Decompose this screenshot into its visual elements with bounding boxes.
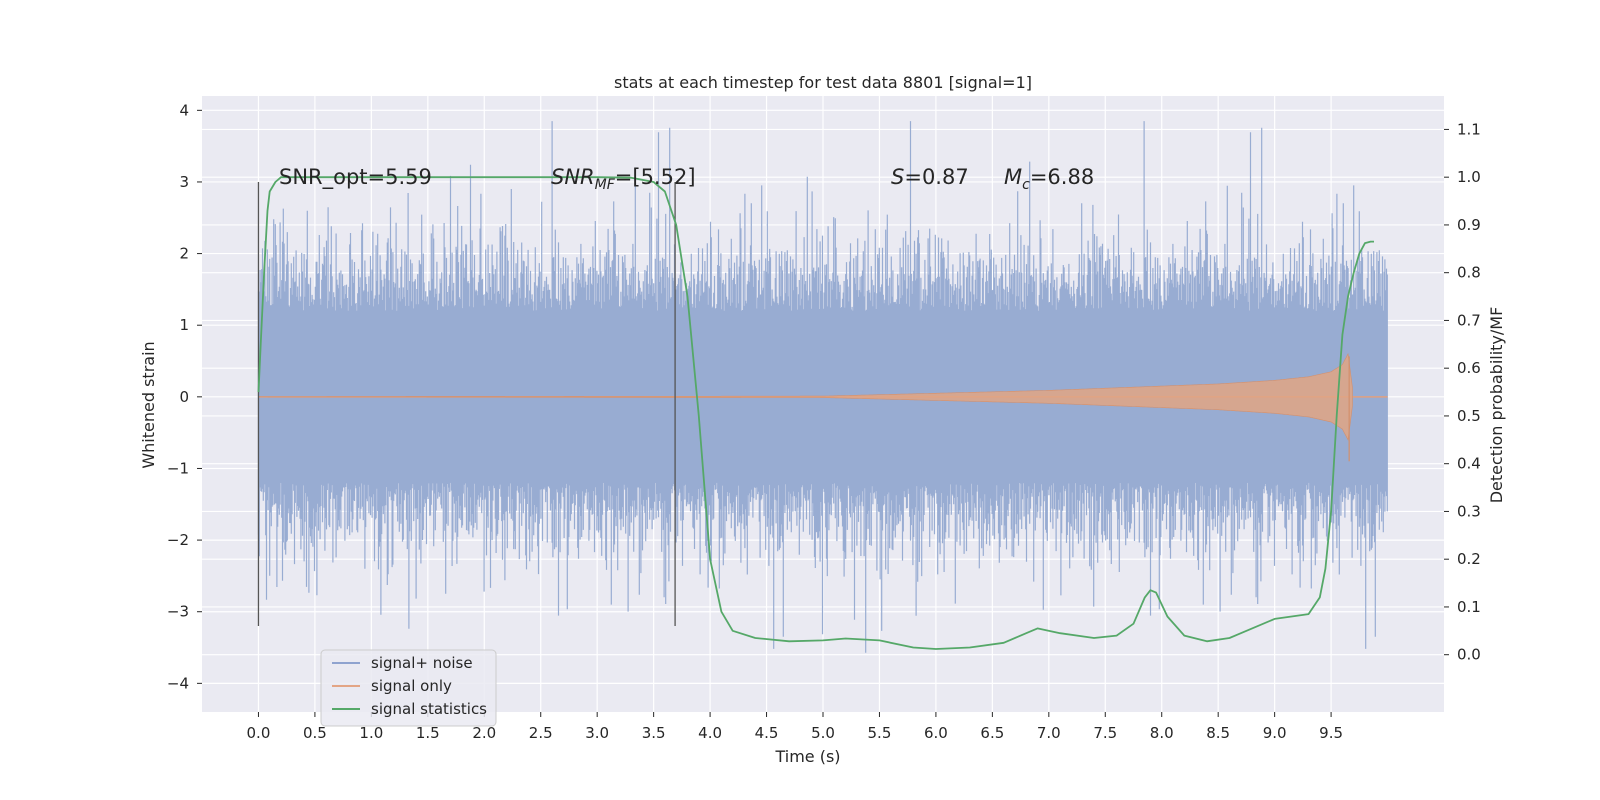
chart-title: stats at each timestep for test data 880… [614, 73, 1032, 92]
series-signal-only [258, 352, 1388, 462]
x-tick-label: 8.5 [1206, 724, 1230, 742]
x-tick-label: 4.0 [698, 724, 722, 742]
y-tick-label: −3 [167, 603, 189, 621]
signal-statistics-line [257, 176, 1374, 650]
x-tick-label: 6.5 [980, 724, 1004, 742]
y2-tick-label: 0.9 [1457, 216, 1481, 234]
x-tick-label: 5.0 [811, 724, 835, 742]
legend-label-signal-only: signal only [371, 677, 452, 695]
x-tick-label: 2.5 [529, 724, 553, 742]
x-axis-label: Time (s) [774, 747, 840, 766]
x-tick-label: 2.0 [472, 724, 496, 742]
annotation-s: S=0.87 [891, 165, 969, 189]
y2-tick-label: 0.1 [1457, 598, 1481, 616]
y2-tick-label: 0.6 [1457, 359, 1481, 377]
legend-label-signal-noise: signal+ noise [371, 654, 473, 672]
annotation-mc-subscript: c [1022, 177, 1030, 193]
x-axis-ticks: 0.0 0.5 1.0 1.5 2.0 2.5 3.0 3.5 4.0 4.5 5.0 5.5 6.0 6… [247, 712, 1343, 742]
annotation-snr-mf: SNRMF=[5.52] [551, 165, 696, 193]
y2-tick-label: 0.5 [1457, 407, 1481, 425]
annotation-mc-symbol: M [1004, 165, 1022, 189]
x-tick-label: 0.5 [303, 724, 327, 742]
y2-tick-label: 0.4 [1457, 455, 1481, 473]
x-tick-label: 9.0 [1263, 724, 1287, 742]
y2-axis-label: Detection probability/MF [1487, 307, 1506, 504]
y-tick-label: 1 [179, 316, 189, 334]
y-tick-label: −1 [167, 459, 189, 477]
x-tick-label: 3.5 [642, 724, 666, 742]
y2-tick-label: 1.0 [1457, 168, 1481, 186]
legend-box [320, 649, 497, 727]
y2-axis-ticks: 0.0 0.1 0.2 0.3 0.4 0.5 0.6 0.7 0.8 0.9 1.0 1.1 [1444, 120, 1481, 664]
y2-tick-label: 0.2 [1457, 550, 1481, 568]
x-tick-label: 1.0 [359, 724, 383, 742]
y2-tick-label: 0.0 [1457, 646, 1481, 664]
annotation-s-value: =0.87 [904, 165, 968, 189]
x-tick-label: 5.5 [868, 724, 892, 742]
annotation-s-symbol: S [891, 165, 904, 189]
legend-label-signal-statistics: signal statistics [371, 700, 487, 718]
x-tick-label: 9.5 [1319, 724, 1343, 742]
annotation-snr-mf-subscript: MF [595, 177, 616, 193]
y-axis-label: Whitened strain [139, 341, 158, 468]
x-tick-label: 8.0 [1150, 724, 1174, 742]
y-axis-ticks: 4 3 2 1 0 −1 −2 −3 −4 [167, 101, 202, 692]
y2-tick-label: 0.7 [1457, 311, 1481, 329]
x-tick-label: 0.0 [247, 724, 271, 742]
series-signal-statistics [257, 176, 1374, 650]
annotation-snr-mf-symbol: SNR [551, 165, 595, 189]
x-tick-label: 4.5 [755, 724, 779, 742]
y-tick-label: −2 [167, 531, 189, 549]
y2-tick-label: 0.8 [1457, 264, 1481, 282]
y-tick-label: 4 [179, 101, 189, 119]
x-tick-label: 7.5 [1093, 724, 1117, 742]
annotation-snr-opt: SNR_opt=5.59 [279, 165, 432, 190]
x-tick-label: 3.0 [585, 724, 609, 742]
legend: signal+ noise signal only signal statist… [320, 649, 497, 727]
y-tick-label: 0 [179, 388, 189, 406]
annotation-snr-mf-value: =[5.52] [615, 165, 696, 189]
y-tick-label: 3 [179, 173, 189, 191]
y2-tick-label: 0.3 [1457, 502, 1481, 520]
annotation-mc-value: =6.88 [1030, 165, 1094, 189]
vertical-markers [257, 181, 676, 627]
x-tick-label: 7.0 [1037, 724, 1061, 742]
x-tick-label: 1.5 [416, 724, 440, 742]
y-tick-label: 2 [179, 245, 189, 263]
y2-tick-label: 1.1 [1457, 120, 1481, 138]
x-tick-label: 6.0 [924, 724, 948, 742]
annotation-mc: Mc=6.88 [1004, 165, 1094, 193]
signal-envelope [258, 352, 1353, 441]
y-tick-label: −4 [167, 674, 189, 692]
